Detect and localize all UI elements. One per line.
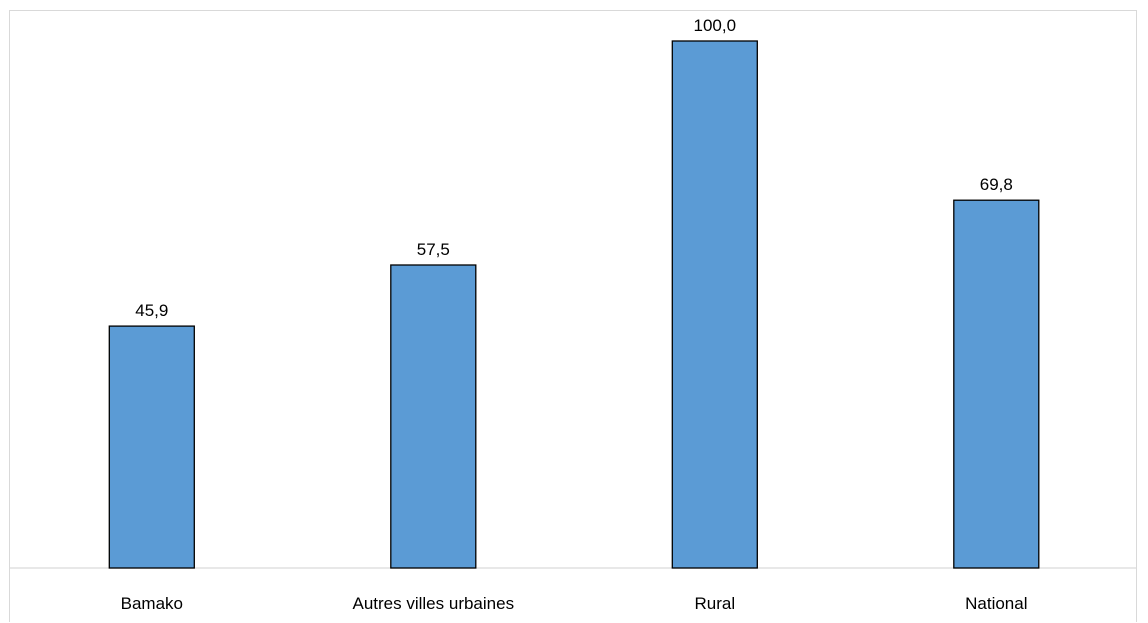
data-labels-group: 45,9 57,5 100,0 69,8 — [135, 16, 1013, 320]
data-label-rural: 100,0 — [694, 16, 737, 35]
x-tick-label-bamako: Bamako — [121, 594, 183, 613]
bar-bamako — [108, 325, 195, 569]
data-label-bamako: 45,9 — [135, 301, 168, 320]
data-label-autres-villes-urbaines: 57,5 — [417, 240, 450, 259]
chart-frame — [9, 10, 1137, 622]
category-labels-group: Bamako Autres villes urbaines Rural Nationa… — [121, 594, 1028, 613]
data-label-national: 69,8 — [980, 175, 1013, 194]
x-tick-label-autres-villes-urbaines: Autres villes urbaines — [353, 594, 515, 613]
bar-autres-villes-urbaines — [390, 264, 477, 569]
x-tick-label-rural: Rural — [694, 594, 735, 613]
bar-rural — [671, 40, 758, 569]
x-tick-label-national: National — [965, 594, 1027, 613]
bars-group — [108, 40, 1040, 569]
bar-national — [953, 199, 1040, 569]
